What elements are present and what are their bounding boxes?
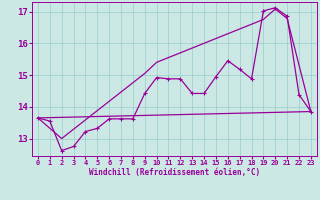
X-axis label: Windchill (Refroidissement éolien,°C): Windchill (Refroidissement éolien,°C) (89, 168, 260, 177)
